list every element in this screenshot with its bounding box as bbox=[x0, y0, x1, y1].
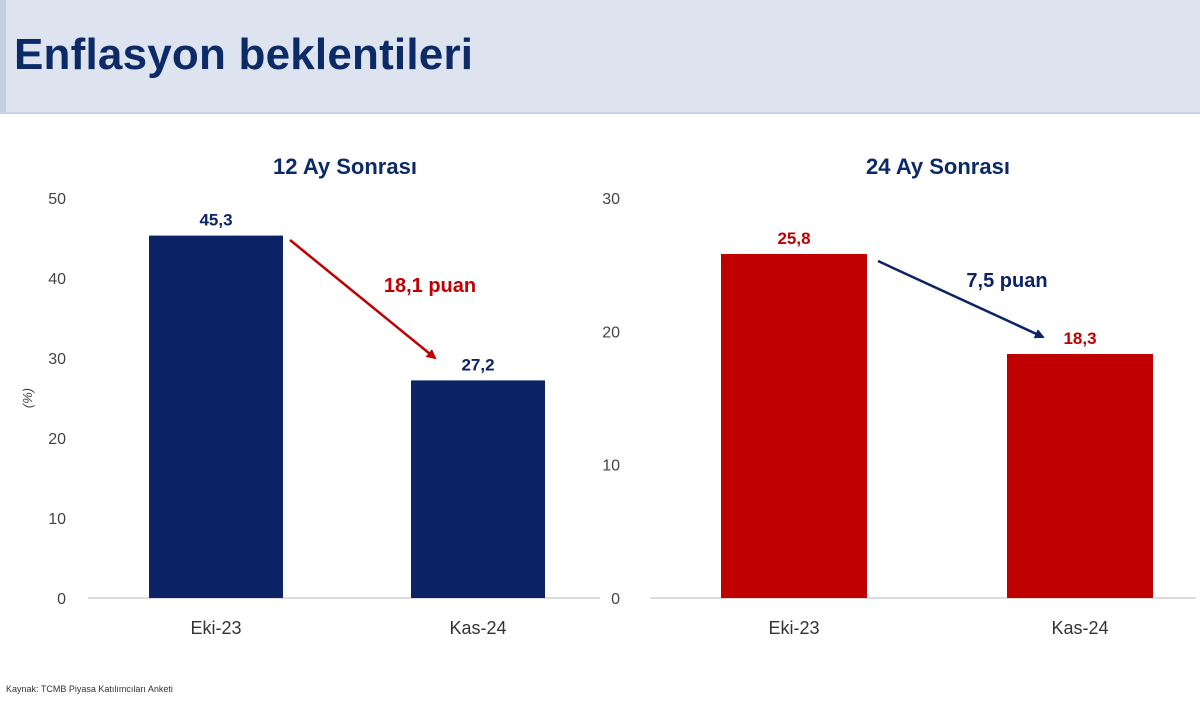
chart-2-category-label: Kas-24 bbox=[1051, 618, 1108, 638]
chart-2-title: 24 Ay Sonrası bbox=[866, 154, 1010, 179]
chart-1-ytick-label: 20 bbox=[48, 431, 66, 448]
chart-2-ytick-label: 30 bbox=[602, 191, 620, 208]
chart-1-category-label: Kas-24 bbox=[449, 618, 506, 638]
chart-1-change-arrow bbox=[289, 239, 437, 360]
chart-1-change-annotation: 18,1 puan bbox=[384, 275, 476, 297]
chart-2-ytick-label: 0 bbox=[611, 591, 620, 608]
page-title: Enflasyon beklentileri bbox=[14, 30, 474, 79]
chart-1-ylabel: (%) bbox=[20, 388, 35, 408]
chart-1-data-label: 27,2 bbox=[461, 355, 494, 374]
chart-2-category-label: Eki-23 bbox=[768, 618, 819, 638]
chart-1-title: 12 Ay Sonrası bbox=[273, 154, 417, 179]
charts-area: 12 Ay Sonrası 0 10 20 30 40 50 (%) 45,3 Eki-23 27,… bbox=[20, 154, 1196, 638]
chart-1-bar-kas-24 bbox=[411, 380, 545, 598]
chart-1-ytick-label: 0 bbox=[57, 591, 66, 608]
chart-1-category-label: Eki-23 bbox=[190, 618, 241, 638]
chart-1-ytick-label: 30 bbox=[48, 351, 66, 368]
chart-1-ytick-label: 50 bbox=[48, 191, 66, 208]
chart-2-bar-eki-23 bbox=[721, 254, 867, 598]
chart-2-change-arrow bbox=[877, 259, 1045, 339]
chart-1-ytick-label: 40 bbox=[48, 271, 66, 288]
chart-2-ytick-label: 20 bbox=[602, 324, 620, 341]
chart-2-ytick-label: 10 bbox=[602, 458, 620, 475]
chart-2-change-annotation: 7,5 puan bbox=[966, 270, 1047, 292]
header-accent-rule bbox=[0, 0, 6, 112]
chart-2-data-label: 25,8 bbox=[777, 229, 810, 248]
chart-1-data-label: 45,3 bbox=[199, 211, 232, 230]
header-band: Enflasyon beklentileri bbox=[0, 0, 1200, 114]
source-note: Kaynak: TCMB Piyasa Katılımcıları Anketi bbox=[6, 684, 173, 694]
chart-2-data-label: 18,3 bbox=[1063, 329, 1096, 348]
chart-2-bar-kas-24 bbox=[1007, 354, 1153, 598]
chart-1-ytick-label: 10 bbox=[48, 511, 66, 528]
chart-1-bar-eki-23 bbox=[149, 235, 283, 598]
